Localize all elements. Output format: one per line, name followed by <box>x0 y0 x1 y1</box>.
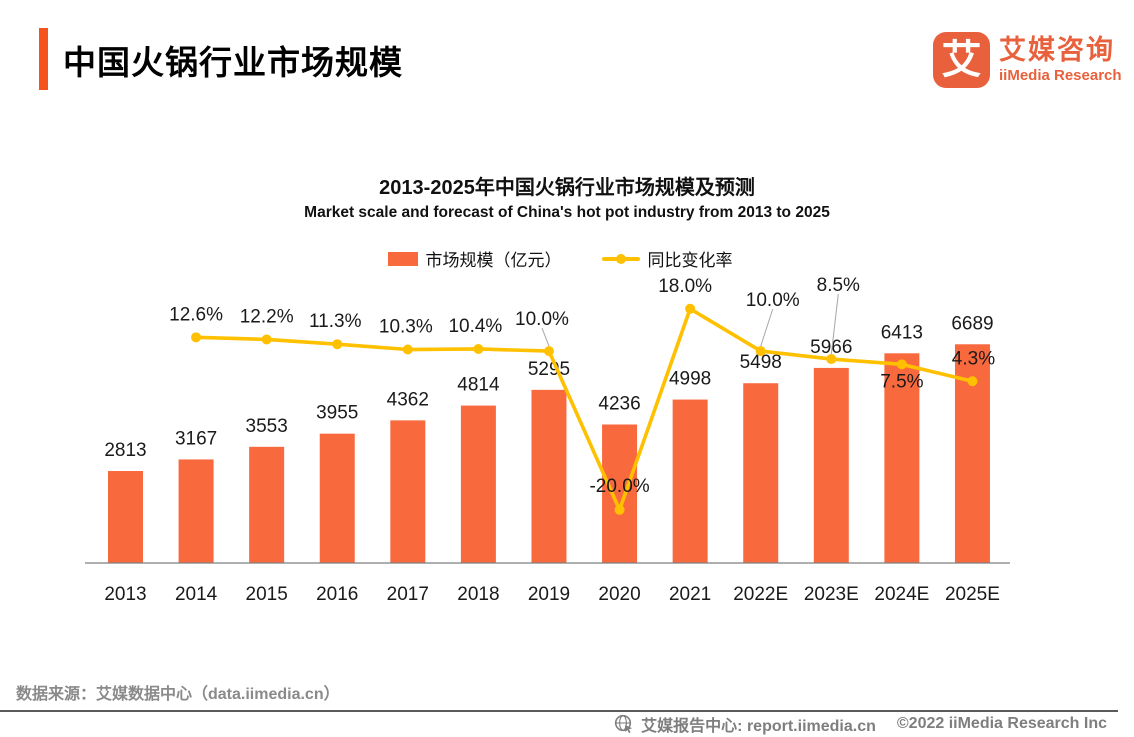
legend-item-yoy-rate: 同比变化率 <box>601 246 733 271</box>
bar-value-2022E: 5498 <box>740 352 782 373</box>
yoy-point-2023E <box>826 354 837 365</box>
bar-2015 <box>249 446 285 563</box>
legend-item-market-scale: 市场规模（亿元） <box>387 246 562 271</box>
x-label-2019: 2019 <box>528 584 570 605</box>
bar-2023E <box>813 367 849 563</box>
bar-2024E <box>884 353 920 563</box>
bar-value-2021: 4998 <box>669 369 711 390</box>
yoy-label-2022E: 10.0% <box>746 290 800 311</box>
line-swatch-icon <box>601 253 640 264</box>
copyright-text: ©2022 iiMedia Research Inc <box>896 715 1107 732</box>
brand-name-en: iiMedia Research <box>999 66 1122 84</box>
bar-value-2016: 3955 <box>316 403 358 424</box>
footer-report-info: 艾媒报告中心: report.iimedia.cn ©2022 iiMedia … <box>614 712 1107 736</box>
yoy-label-2020: -20.0% <box>589 476 649 497</box>
bar-value-2014: 3167 <box>175 428 217 449</box>
report-center-globe-icon <box>615 714 633 734</box>
bar-2013 <box>108 471 143 563</box>
bar-swatch-icon <box>387 251 418 266</box>
x-label-2025E: 2025E <box>945 584 1000 605</box>
iimedia-logo-icon: 艾 <box>933 32 990 88</box>
bar-value-2018: 4814 <box>457 375 500 396</box>
yoy-point-2021 <box>685 303 696 314</box>
yoy-point-2022E <box>755 346 766 357</box>
page-title: 中国火锅行业市场规模 <box>63 44 403 81</box>
chart-subtitle: Market scale and forecast of China's hot… <box>304 204 830 221</box>
bar-value-2017: 4362 <box>387 389 429 410</box>
yoy-label-2017: 10.3% <box>379 317 433 338</box>
yoy-label-2019: 10.0% <box>515 309 569 330</box>
legend-label-yoy-rate: 同比变化率 <box>647 251 733 270</box>
data-source-note: 数据来源：艾媒数据中心（data.iimedia.cn） <box>16 686 340 703</box>
bar-value-2025E: 6689 <box>951 313 993 334</box>
yoy-point-2018 <box>473 343 484 354</box>
x-label-2017: 2017 <box>387 584 429 605</box>
yoy-label-2021: 18.0% <box>658 276 712 297</box>
title-accent-bar <box>39 28 48 90</box>
bar-2022E <box>743 383 779 563</box>
bar-2020 <box>602 424 638 563</box>
x-label-2022E: 2022E <box>733 584 788 605</box>
yoy-label-2024E: 7.5% <box>880 371 923 392</box>
bar-value-2024E: 6413 <box>881 322 923 343</box>
x-label-2015: 2015 <box>246 584 288 605</box>
legend-label-market-scale: 市场规模（亿元） <box>425 251 562 270</box>
bar-2016 <box>319 433 355 563</box>
yoy-point-2025E <box>967 376 978 387</box>
x-label-2018: 2018 <box>457 584 499 605</box>
yoy-line <box>194 306 975 512</box>
bar-value-2019: 5295 <box>528 359 570 380</box>
yoy-label-2016: 11.3% <box>309 311 362 332</box>
x-label-2021: 2021 <box>669 584 711 605</box>
yoy-point-2024E <box>896 359 907 370</box>
yoy-point-2016 <box>332 339 343 350</box>
bar-2019 <box>531 389 567 563</box>
yoy-label-2023E: 8.5% <box>817 275 860 296</box>
yoy-label-2014: 12.6% <box>169 304 223 325</box>
yoy-point-2014 <box>191 332 202 343</box>
bar-value-2013: 2813 <box>104 440 146 461</box>
yoy-point-2017 <box>402 344 413 355</box>
x-label-2013: 2013 <box>104 584 146 605</box>
bar-2014 <box>178 459 214 563</box>
yoy-point-2019 <box>543 346 554 357</box>
iimedia-logo: 艾 艾媒咨询 iiMedia Research <box>933 32 1122 88</box>
x-label-2020: 2020 <box>598 584 640 605</box>
report-center-url: 艾媒报告中心: report.iimedia.cn <box>641 718 876 735</box>
yoy-label-2025E: 4.3% <box>952 348 995 369</box>
bar-2021 <box>672 399 708 563</box>
bar-value-2020: 4236 <box>598 393 640 414</box>
brand-name-cn: 艾媒咨询 <box>999 35 1115 66</box>
yoy-point-2020 <box>614 504 625 515</box>
iimedia-brand: 艾媒咨询 iiMedia Research <box>999 35 1122 84</box>
yoy-point-2015 <box>261 334 272 345</box>
leader-line-2023E <box>830 293 839 355</box>
x-label-2014: 2014 <box>175 584 218 605</box>
x-label-2023E: 2023E <box>804 584 859 605</box>
footer-divider <box>0 710 1118 712</box>
x-label-2016: 2016 <box>316 584 358 605</box>
leader-line-2019 <box>541 327 550 347</box>
chart-legend: 市场规模（亿元） 同比变化率 <box>0 246 1120 271</box>
yoy-label-2015: 12.2% <box>240 306 294 327</box>
chart-title: 2013-2025年中国火锅行业市场规模及预测 <box>379 177 755 199</box>
x-label-2024E: 2024E <box>874 584 929 605</box>
yoy-label-2018: 10.4% <box>448 316 502 337</box>
leader-line-2022E <box>760 308 774 347</box>
bar-2018 <box>460 405 496 563</box>
bar-value-2023E: 5966 <box>810 337 852 358</box>
bar-value-2015: 3553 <box>246 416 288 437</box>
bar-2017 <box>390 420 426 563</box>
